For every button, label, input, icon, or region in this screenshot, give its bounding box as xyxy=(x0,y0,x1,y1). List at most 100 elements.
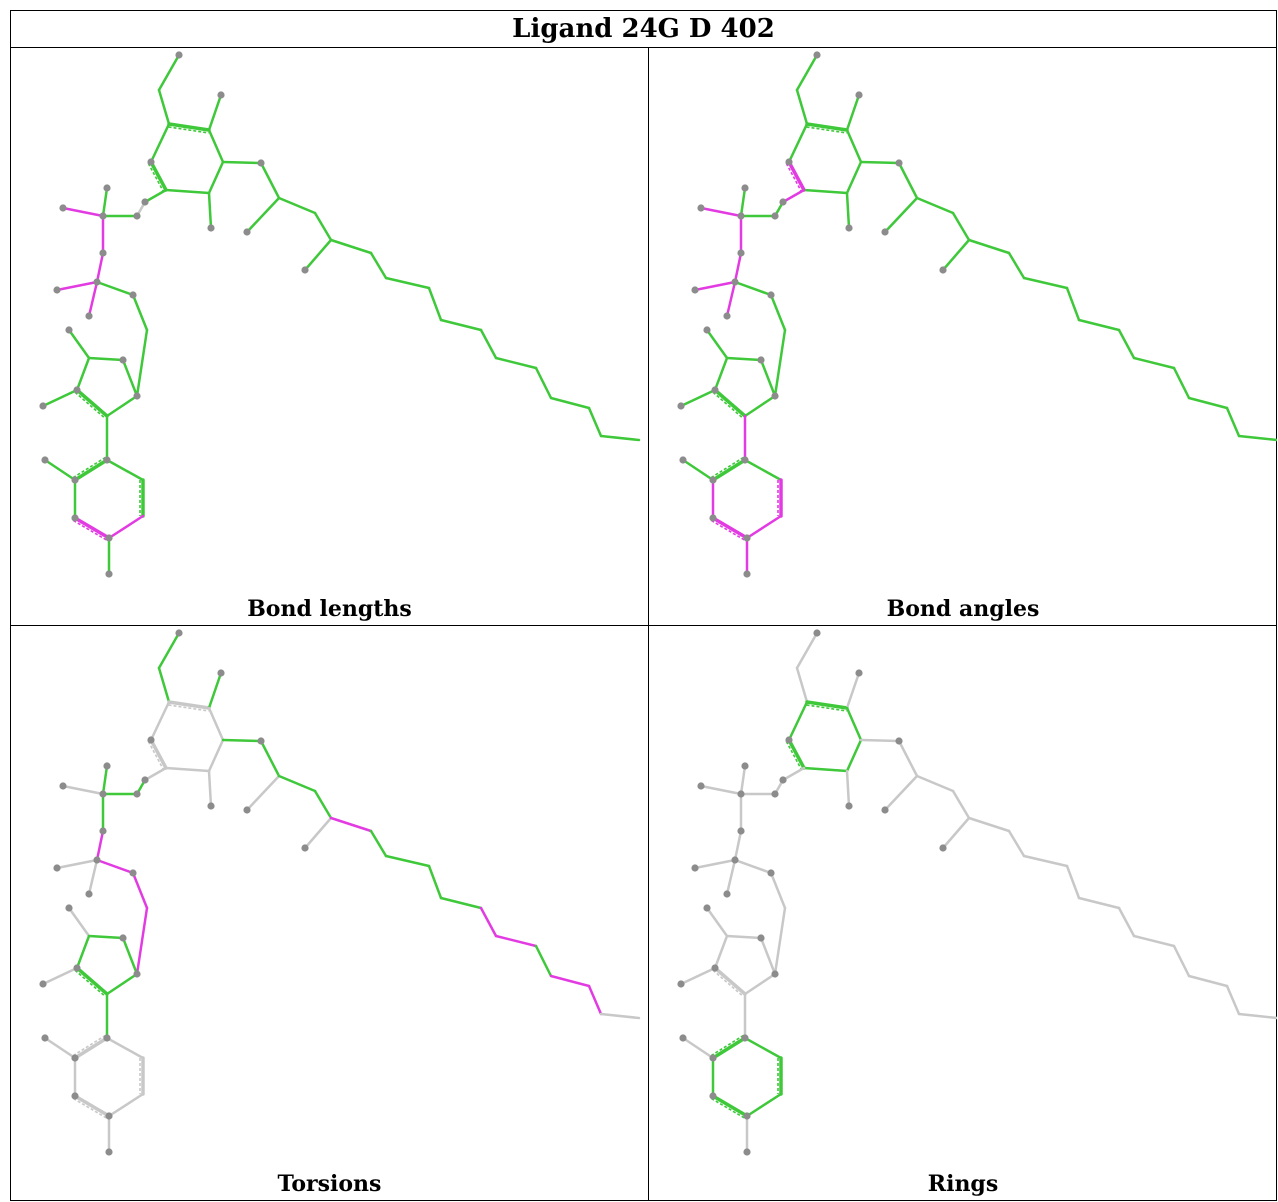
bond-b3-b1 xyxy=(739,764,747,796)
double-bond-p4-p6 xyxy=(73,1097,108,1120)
atom-r4 xyxy=(771,392,779,400)
atom-b5 xyxy=(737,827,745,835)
bond-p4-p6 xyxy=(73,516,111,540)
bond-a25-a26 xyxy=(1187,396,1229,410)
atom-a4 xyxy=(217,91,225,99)
atom-p6 xyxy=(105,534,113,542)
bond-p5-p6 xyxy=(107,1092,145,1118)
atom-p7 xyxy=(41,456,49,464)
atom-r5 xyxy=(711,386,719,394)
bond-a5-a4 xyxy=(845,671,861,710)
bond-a9-a7 xyxy=(207,738,225,773)
atom-a12 xyxy=(895,159,903,167)
bond-a9-a11 xyxy=(845,191,851,230)
atom-b1 xyxy=(741,762,749,770)
bond-a3-a6 xyxy=(787,122,809,164)
double-bond-a3-a5 xyxy=(168,704,209,712)
bond-r2-r5 xyxy=(75,356,91,392)
bond-a7-a5 xyxy=(207,706,225,742)
bond-p5-p6 xyxy=(745,514,783,540)
bond-r2-r5 xyxy=(713,356,729,392)
bond-b6-b8 xyxy=(725,280,737,318)
double-bond-r5-r6 xyxy=(712,391,744,419)
atom-p6 xyxy=(743,534,751,542)
bond-b3-b1 xyxy=(101,186,109,218)
atom-b8 xyxy=(85,890,93,898)
atom-a17 xyxy=(301,844,309,852)
atom-p2 xyxy=(71,476,79,484)
bond-a1-a2 xyxy=(157,631,181,670)
atom-a1 xyxy=(813,51,821,59)
atom-p4 xyxy=(71,514,79,522)
atom-p6 xyxy=(105,1112,113,1120)
bond-a3-a6 xyxy=(149,122,171,164)
bond-a18-a19 xyxy=(1007,251,1026,280)
bond-a13-a15 xyxy=(277,774,317,793)
atom-r3 xyxy=(119,356,127,364)
bond-r2-r1 xyxy=(67,328,91,360)
bond-r4-r3 xyxy=(121,358,139,398)
atom-p6 xyxy=(743,1112,751,1120)
bond-r2-r1 xyxy=(705,906,729,938)
bond-a7-a12 xyxy=(859,738,901,743)
atom-r3 xyxy=(119,934,127,942)
bond-p1-p3 xyxy=(743,1036,783,1060)
bond-a16-a18 xyxy=(967,816,1011,833)
atom-b8 xyxy=(723,890,731,898)
bond-r5-r7 xyxy=(679,966,717,986)
atom-a14 xyxy=(243,228,251,236)
atom-r5 xyxy=(73,386,81,394)
bond-a20-a21 xyxy=(427,864,443,900)
bond-a22-a23 xyxy=(479,328,498,360)
atom-a1 xyxy=(175,51,183,59)
atom-a12 xyxy=(895,737,903,745)
atom-b7 xyxy=(691,286,699,294)
bond-a9-a7 xyxy=(207,160,225,195)
atom-r1 xyxy=(703,904,711,912)
bond-a16-a18 xyxy=(329,816,373,833)
atom-b9 xyxy=(767,869,775,877)
bond-a26-a27 xyxy=(1225,406,1241,438)
bond-r5-r7 xyxy=(41,966,79,986)
double-bond-p4-p6 xyxy=(711,519,746,542)
bond-r4-r3 xyxy=(121,936,139,976)
atom-a11 xyxy=(845,224,853,232)
bond-a2-a3 xyxy=(795,88,809,126)
bond-a19-a20 xyxy=(1022,854,1069,868)
bond-a16-a17 xyxy=(303,238,333,272)
bond-r2-r5 xyxy=(75,934,91,970)
atom-p2 xyxy=(709,1054,717,1062)
atom-a4 xyxy=(855,91,863,99)
bond-b9-b10 xyxy=(131,871,149,910)
double-bond-a3-a5 xyxy=(168,126,209,134)
bond-b6-b9 xyxy=(95,280,135,297)
atom-p8 xyxy=(743,570,751,578)
panel-caption: Bond angles xyxy=(886,596,1040,622)
atom-b7 xyxy=(691,864,699,872)
bond-r3-r2 xyxy=(725,356,763,362)
bond-b6-b8 xyxy=(87,858,99,896)
atom-a11 xyxy=(207,224,215,232)
atom-a10 xyxy=(779,198,787,206)
bond-a13-a14 xyxy=(883,196,919,234)
bond-a16-a18 xyxy=(329,238,373,255)
atom-p2 xyxy=(709,476,717,484)
atom-b7 xyxy=(53,286,61,294)
bond-a2-a3 xyxy=(795,666,809,704)
bond-b9-b10 xyxy=(769,871,787,910)
atom-b2 xyxy=(697,204,705,212)
bond-a13-a14 xyxy=(245,196,281,234)
bond-a1-a2 xyxy=(795,53,819,92)
atom-b4 xyxy=(771,790,779,798)
atom-a17 xyxy=(939,844,947,852)
atom-a14 xyxy=(881,228,889,236)
atom-b3 xyxy=(99,212,107,220)
bond-a8-a10 xyxy=(143,766,168,782)
bond-a26-a27 xyxy=(587,406,603,438)
bond-a21-a22 xyxy=(1077,896,1121,910)
panel-bond-lengths: Bond lengths xyxy=(11,48,649,626)
bond-a16-a18 xyxy=(967,238,1011,255)
bond-a27-a28 xyxy=(1237,434,1277,442)
atom-r4 xyxy=(133,970,141,978)
atom-r7 xyxy=(39,402,47,410)
